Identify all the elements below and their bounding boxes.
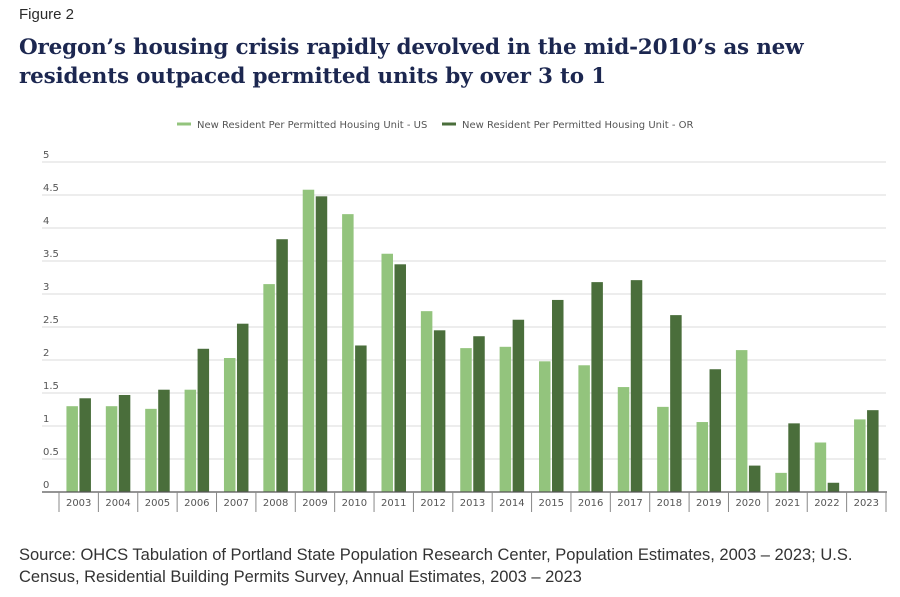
bar-or	[79, 398, 91, 492]
x-tick-label: 2015	[539, 498, 564, 509]
bar-or	[591, 282, 603, 492]
legend: New Resident Per Permitted Housing Unit …	[177, 120, 694, 131]
bar-us	[539, 361, 551, 492]
bar-us	[775, 472, 787, 492]
x-tick-label: 2012	[420, 498, 445, 509]
bar-us	[223, 358, 236, 492]
bar-us	[184, 389, 197, 492]
bar-us	[696, 422, 709, 492]
bar-us	[420, 311, 433, 492]
x-tick-label: 2006	[184, 498, 209, 509]
bar-us	[854, 419, 866, 492]
bar-or	[748, 465, 761, 492]
legend-label-or: New Resident Per Permitted Housing Unit …	[462, 120, 694, 131]
bar-us	[617, 387, 630, 492]
y-tick-label: 5	[43, 150, 49, 161]
bar-us	[499, 346, 512, 492]
y-tick-label: 0.5	[43, 447, 59, 458]
bars	[66, 189, 879, 492]
bar-us	[66, 406, 78, 492]
x-tick-label: 2011	[381, 498, 406, 509]
x-tick-label: 2023	[854, 498, 879, 509]
legend-label-us: New Resident Per Permitted Housing Unit …	[197, 120, 427, 131]
chart-title: Oregon’s housing crisis rapidly devolved…	[19, 35, 804, 89]
x-tick-label: 2021	[775, 498, 800, 509]
bar-or	[433, 330, 446, 492]
bar-or	[552, 299, 564, 492]
bar-us	[578, 365, 590, 492]
bar-or	[670, 315, 682, 492]
y-tick-label: 4.5	[43, 183, 59, 194]
x-tick-label: 2010	[342, 498, 367, 509]
y-tick-label: 3.5	[43, 249, 59, 260]
x-tick-label: 2003	[66, 498, 91, 509]
bar-or	[394, 264, 406, 492]
x-tick-label: 2019	[696, 498, 721, 509]
bar-us	[105, 406, 118, 492]
x-tick-label: 2013	[460, 498, 485, 509]
y-tick-label: 2.5	[43, 315, 59, 326]
x-tick-label: 2020	[735, 498, 760, 509]
bar-or	[867, 410, 879, 492]
x-tick-label: 2018	[657, 498, 682, 509]
bar-or	[630, 280, 643, 492]
bar-us	[381, 253, 393, 492]
bar-or	[709, 369, 722, 492]
bar-or	[197, 348, 210, 492]
x-axis: 2003 2004 2005 2006 2007 2008 2009 2010 2011 2012…	[42, 491, 887, 512]
bar-or	[827, 482, 840, 492]
y-tick-label: 3	[43, 282, 49, 293]
bar-us	[460, 348, 472, 492]
bar-us	[735, 350, 748, 492]
bar-us	[302, 189, 315, 492]
x-tick-label: 2016	[578, 498, 603, 509]
y-axis-ticks: 0 0.5 1 1.5 2 2.5 3 3.5 4 4.5 5	[43, 150, 59, 491]
source-note: Source: OHCS Tabulation of Portland Stat…	[19, 546, 853, 586]
y-tick-label: 0	[43, 480, 49, 491]
bar-or	[118, 394, 131, 492]
bar-or	[473, 336, 485, 492]
bar-us	[814, 442, 827, 492]
bar-us	[342, 214, 354, 492]
bar-us	[657, 406, 669, 492]
y-tick-label: 4	[43, 216, 49, 227]
x-tick-label: 2014	[499, 498, 524, 509]
x-tick-label: 2004	[105, 498, 130, 509]
bar-or	[276, 239, 288, 492]
bar-or	[315, 196, 328, 492]
bar-or	[512, 319, 525, 492]
bar-or	[788, 423, 800, 492]
y-tick-label: 1.5	[43, 381, 59, 392]
bar-or	[236, 323, 249, 492]
bar-us	[145, 408, 157, 492]
bar-or	[158, 389, 170, 492]
x-tick-label: 2009	[302, 498, 327, 509]
y-tick-label: 2	[43, 348, 49, 359]
bar-chart: New Resident Per Permitted Housing Unit …	[42, 120, 887, 512]
x-tick-label: 2008	[263, 498, 288, 509]
figure-label: Figure 2	[19, 6, 75, 23]
bar-or	[355, 345, 367, 492]
x-tick-label: 2007	[223, 498, 248, 509]
x-tick-label: 2005	[145, 498, 170, 509]
x-tick-label: 2022	[814, 498, 839, 509]
y-tick-label: 1	[43, 414, 49, 425]
x-tick-label: 2017	[617, 498, 642, 509]
bar-us	[263, 284, 275, 492]
